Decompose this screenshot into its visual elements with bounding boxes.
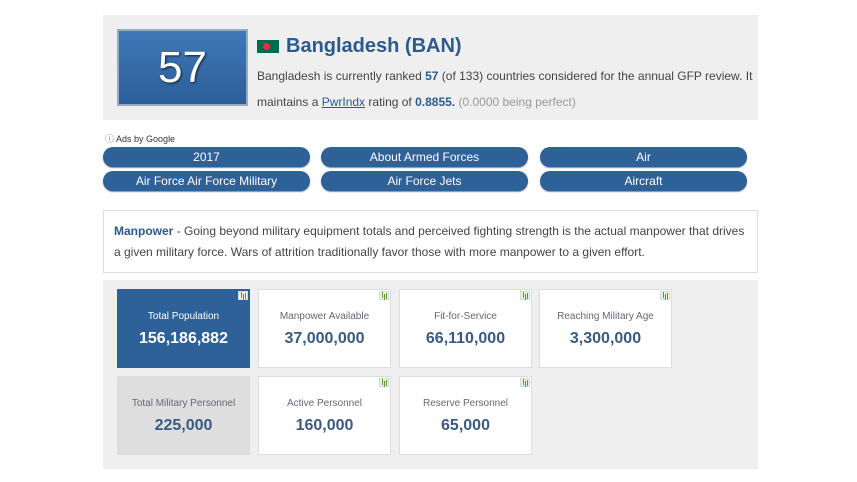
stat-tile-reserve-personnel[interactable]: Reserve Personnel 65,000 (399, 376, 532, 455)
stat-label: Manpower Available (279, 311, 370, 322)
stat-label: Reserve Personnel (422, 398, 509, 409)
stat-tile-total-population[interactable]: Total Population 156,186,882 (117, 289, 250, 368)
info-icon: ⓘ (105, 134, 115, 144)
manpower-intro: Manpower - Going beyond military equipme… (103, 210, 758, 273)
stat-label: Total Military Personnel (131, 398, 236, 409)
stat-label: Reaching Military Age (557, 311, 654, 322)
rating-value: 0.8855. (415, 95, 456, 109)
country-header: 57 Bangladesh (BAN) Bangladesh is curren… (103, 15, 758, 120)
stat-tile-reaching-military-age[interactable]: Reaching Military Age 3,300,000 (539, 289, 672, 368)
stat-value: 3,300,000 (569, 330, 642, 347)
chart-icon[interactable] (238, 291, 248, 300)
ads-label: Ads by Google (116, 134, 176, 144)
ad-link-button[interactable]: 2017 (103, 147, 310, 167)
chart-icon[interactable] (660, 291, 670, 300)
stat-tile-fit-for-service[interactable]: Fit-for-Service 66,110,000 (399, 289, 532, 368)
desc-text: rating of (365, 95, 416, 109)
chart-icon[interactable] (379, 378, 389, 387)
ad-link-button[interactable]: Air Force Air Force Military (103, 171, 310, 191)
desc-text: (of 133) countries considered for the an… (257, 69, 753, 109)
stat-label: Fit-for-Service (434, 311, 497, 322)
stat-value: 160,000 (295, 417, 354, 434)
bangladesh-flag-icon (257, 40, 279, 53)
desc-text: Bangladesh is currently ranked (257, 69, 426, 83)
desc-note: (0.0000 being perfect) (455, 95, 576, 109)
rank-description: Bangladesh is currently ranked 57 (of 13… (257, 63, 757, 115)
stats-panel: Total Population 156,186,882 Manpower Ava… (103, 280, 758, 469)
stat-label: Total Population (147, 311, 220, 322)
stat-tile-active-personnel[interactable]: Active Personnel 160,000 (258, 376, 391, 455)
manpower-heading: Manpower (114, 224, 174, 238)
chart-icon[interactable] (520, 378, 530, 387)
stat-value: 66,110,000 (425, 330, 506, 347)
rank-box: 57 (117, 29, 248, 106)
ad-link-button[interactable]: Air (540, 147, 747, 167)
stat-label: Active Personnel (286, 398, 363, 409)
stat-value: 225,000 (154, 417, 213, 434)
ad-link-button[interactable]: About Armed Forces (321, 147, 528, 167)
stat-value: 156,186,882 (139, 330, 228, 347)
ad-link-button[interactable]: Air Force Jets (321, 171, 528, 191)
ad-link-button[interactable]: Aircraft (540, 171, 747, 191)
stat-tile-manpower-available[interactable]: Manpower Available 37,000,000 (258, 289, 391, 368)
ads-by-google[interactable]: ⓘ Ads by Google (105, 132, 175, 145)
stat-tile-total-military-personnel[interactable]: Total Military Personnel 225,000 (117, 376, 250, 455)
rank-value: 57 (425, 69, 439, 83)
stat-value: 65,000 (441, 417, 490, 434)
manpower-text: - Going beyond military equipment totals… (114, 224, 745, 259)
chart-icon[interactable] (379, 291, 389, 300)
chart-icon[interactable] (520, 291, 530, 300)
stat-value: 37,000,000 (284, 330, 365, 347)
pwrindx-link[interactable]: PwrIndx (321, 95, 366, 109)
country-title: Bangladesh (BAN) (286, 35, 462, 57)
